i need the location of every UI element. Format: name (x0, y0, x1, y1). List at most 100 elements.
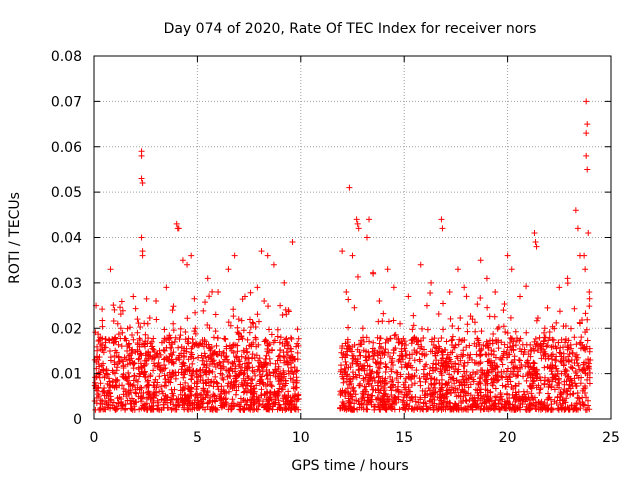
data-point (421, 346, 428, 353)
data-point (494, 363, 501, 370)
data-point (439, 225, 446, 232)
data-point (246, 405, 253, 412)
data-point (169, 369, 176, 376)
data-point (280, 367, 287, 374)
data-point (343, 373, 350, 380)
data-point (357, 360, 364, 367)
data-point (444, 398, 451, 405)
y-tick-label: 0 (73, 412, 82, 428)
data-point (138, 175, 145, 182)
data-point (388, 368, 395, 375)
data-point (154, 350, 161, 357)
data-point (284, 359, 291, 366)
data-point (206, 325, 213, 332)
data-point (432, 344, 439, 351)
data-point (575, 394, 582, 401)
data-point (112, 382, 119, 389)
data-point (504, 330, 511, 337)
data-point (446, 371, 453, 378)
data-point (443, 393, 450, 400)
data-point (202, 299, 209, 306)
data-point (129, 383, 136, 390)
data-point (432, 389, 439, 396)
data-point (253, 343, 260, 350)
data-point (379, 318, 386, 325)
data-point (272, 399, 279, 406)
data-point (136, 355, 143, 362)
data-point (277, 302, 284, 309)
data-point (484, 304, 491, 311)
data-point (411, 335, 418, 342)
data-point (282, 380, 289, 387)
data-point (474, 301, 481, 308)
data-point (281, 279, 288, 286)
data-point (147, 372, 154, 379)
data-point (138, 398, 145, 405)
data-point (423, 351, 430, 358)
data-point (389, 384, 396, 391)
data-point (107, 405, 114, 412)
data-point (250, 320, 257, 327)
data-point (258, 248, 265, 255)
data-point (535, 399, 542, 406)
data-point (170, 320, 177, 327)
data-point (203, 358, 210, 365)
data-point (217, 391, 224, 398)
data-point (502, 383, 509, 390)
data-point (350, 373, 357, 380)
data-point (236, 401, 243, 408)
data-point (133, 377, 140, 384)
data-point (185, 397, 192, 404)
data-point (389, 377, 396, 384)
data-point (366, 366, 373, 373)
data-point (225, 380, 232, 387)
data-point (243, 349, 250, 356)
data-point (268, 331, 275, 338)
data-point (492, 385, 499, 392)
data-point (548, 352, 555, 359)
data-point (459, 353, 466, 360)
data-point (128, 347, 135, 354)
data-point (188, 345, 195, 352)
data-point (185, 402, 192, 409)
data-point (519, 341, 526, 348)
data-point (372, 387, 379, 394)
data-point (506, 373, 513, 380)
data-point (580, 367, 587, 374)
data-point (162, 379, 169, 386)
data-point (531, 347, 538, 354)
data-point (342, 393, 349, 400)
data-point (453, 403, 460, 410)
data-point (225, 266, 232, 273)
data-point (115, 354, 122, 361)
data-point (455, 325, 462, 332)
data-point (415, 341, 422, 348)
data-point (565, 337, 572, 344)
data-point (552, 373, 559, 380)
data-point (582, 266, 589, 273)
data-point (507, 314, 514, 321)
data-point (427, 365, 434, 372)
data-point (446, 403, 453, 410)
data-point (372, 359, 379, 366)
data-point (191, 380, 198, 387)
data-point (178, 344, 185, 351)
data-point (188, 252, 195, 259)
data-point (161, 347, 168, 354)
data-point (97, 400, 104, 407)
data-point (449, 375, 456, 382)
data-point (509, 391, 516, 398)
data-point (192, 340, 199, 347)
data-point (96, 371, 103, 378)
data-point (573, 341, 580, 348)
data-point (392, 394, 399, 401)
data-point (574, 225, 581, 232)
data-point (467, 381, 474, 388)
data-point (401, 338, 408, 345)
data-point (507, 378, 514, 385)
data-point (556, 308, 563, 315)
data-point (553, 345, 560, 352)
data-point (163, 284, 170, 291)
data-point (416, 358, 423, 365)
data-point (452, 365, 459, 372)
